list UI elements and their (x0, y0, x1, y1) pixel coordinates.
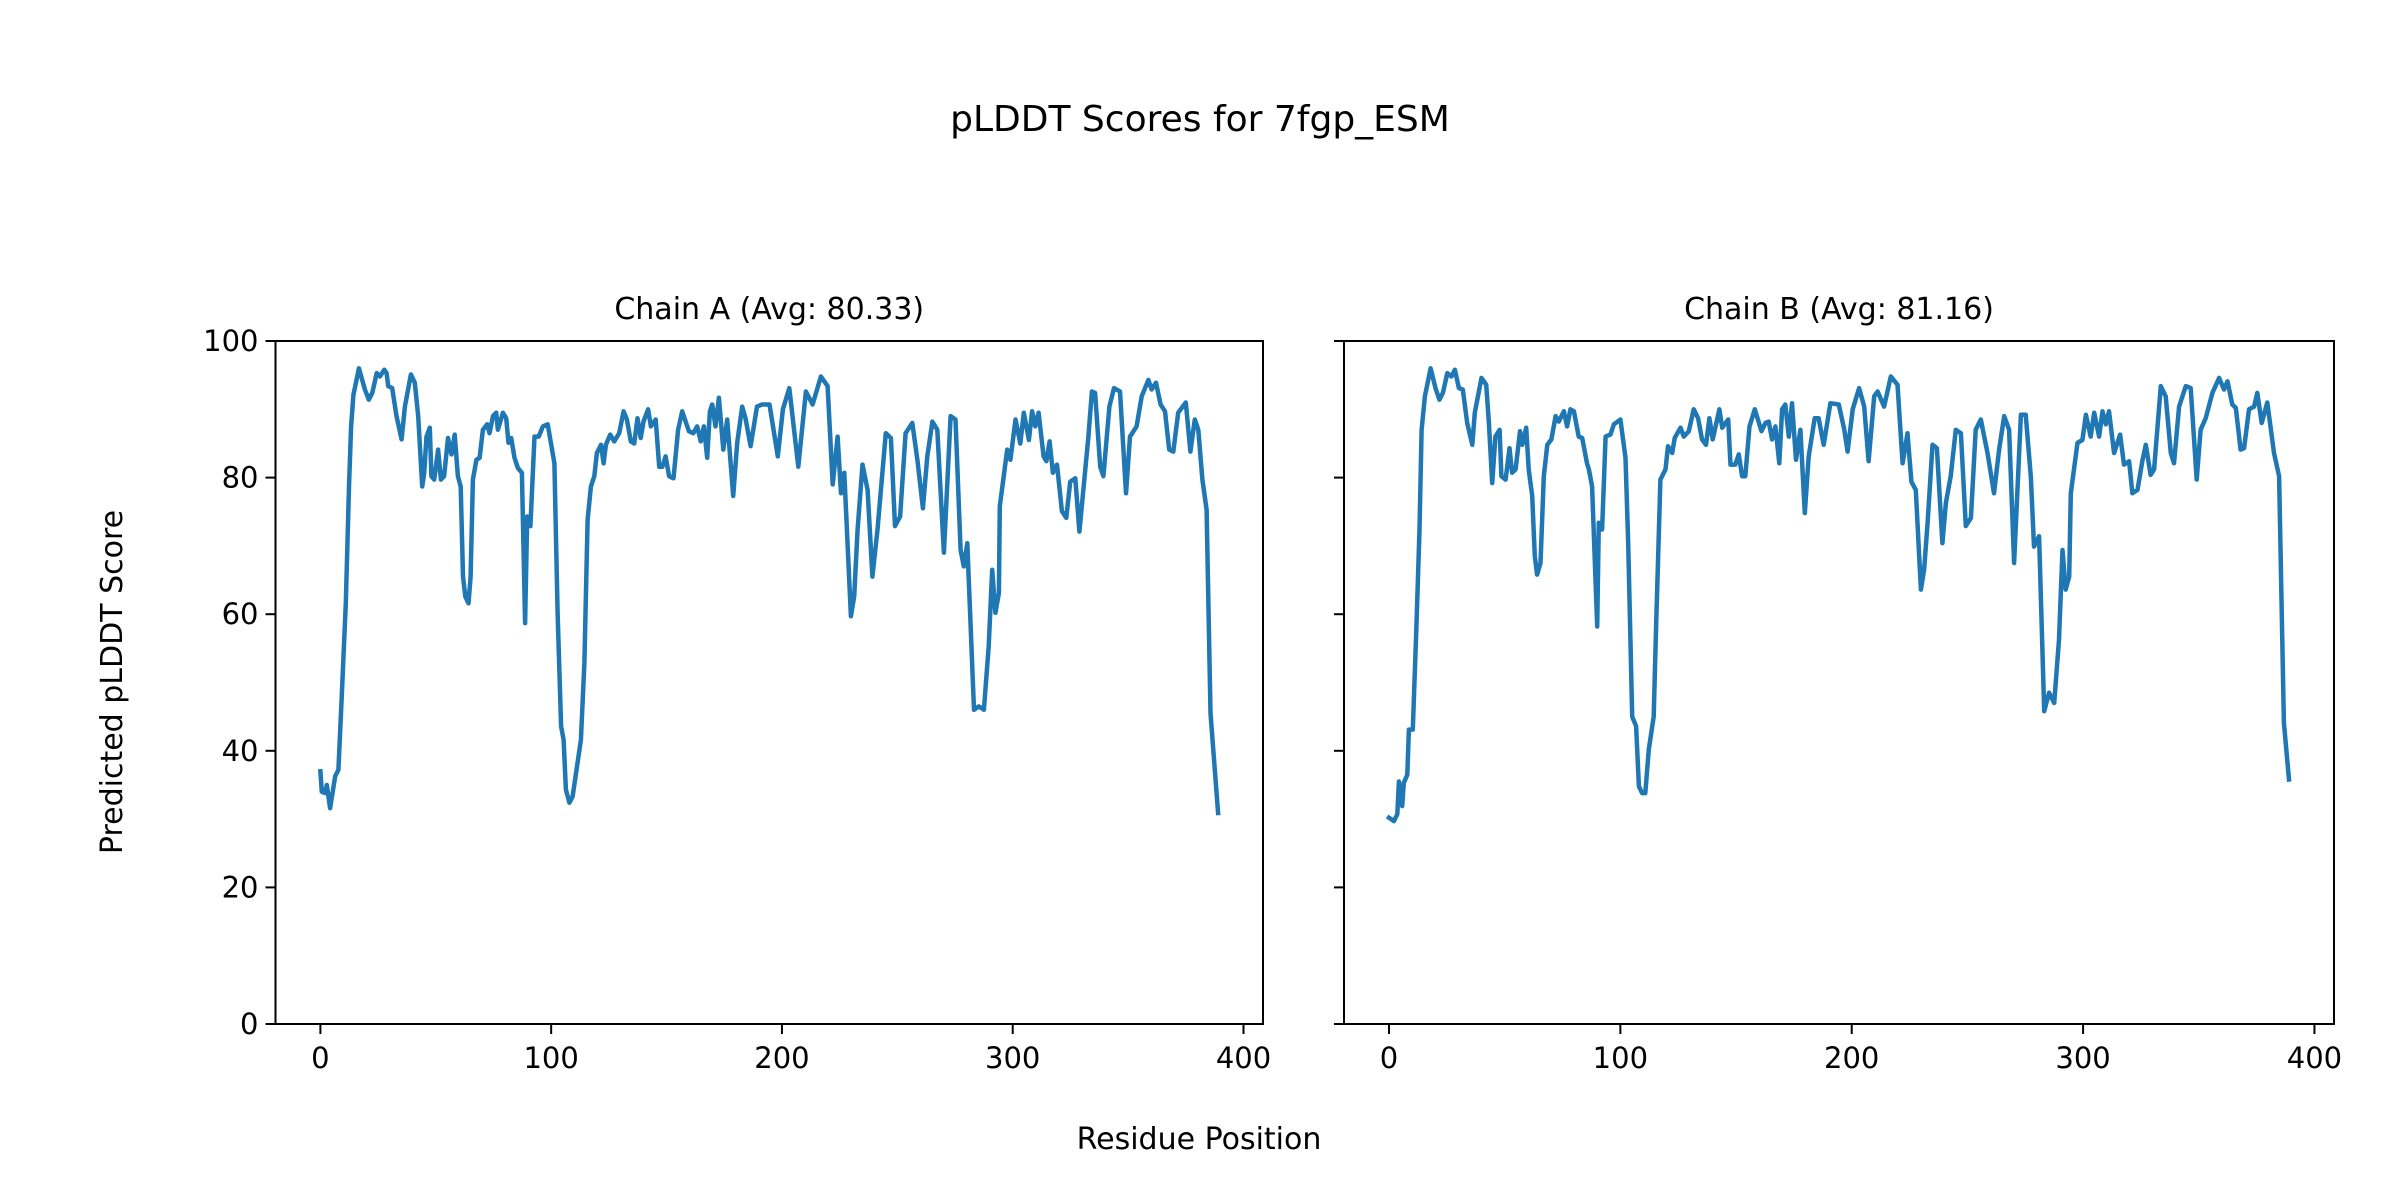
y-axis-label: Predicted pLDDT Score (95, 510, 130, 854)
panel-chain-a: Chain A (Avg: 80.33) 0 20 40 60 80 100 0 100 200 3… (203, 292, 1271, 1075)
panel-chain-b: Chain B (Avg: 81.16) 0 100 200 300 400 (1334, 292, 2342, 1075)
y-tick-label: 80 (222, 461, 259, 495)
y-tick-label: 60 (222, 597, 259, 631)
x-tick-label: 300 (2055, 1041, 2110, 1075)
x-tick-label: 200 (1824, 1041, 1879, 1075)
x-axis-label: Residue Position (1077, 1122, 1322, 1157)
x-tick-label: 100 (1593, 1041, 1648, 1075)
y-tick-label: 20 (222, 870, 259, 904)
x-tick-label: 400 (1216, 1041, 1271, 1075)
axes-frame (1343, 340, 2335, 1025)
x-tick-label: 200 (754, 1041, 809, 1075)
y-tick-label: 100 (203, 324, 258, 358)
x-tick-label: 400 (2287, 1041, 2342, 1075)
x-tick-label: 300 (985, 1041, 1040, 1075)
series-line (1385, 366, 2292, 824)
panel-title: Chain B (Avg: 81.16) (1684, 292, 1994, 327)
y-tick-label: 40 (222, 734, 259, 768)
series-line (318, 366, 1221, 816)
panel-title: Chain A (Avg: 80.33) (614, 292, 924, 327)
x-tick-label: 0 (311, 1041, 329, 1075)
y-tick-label: 0 (240, 1007, 258, 1041)
x-tick-label: 100 (523, 1041, 578, 1075)
x-tick-label: 0 (1380, 1041, 1398, 1075)
figure-title: pLDDT Scores for 7fgp_ESM (950, 99, 1450, 140)
axes-frame (274, 340, 1264, 1025)
